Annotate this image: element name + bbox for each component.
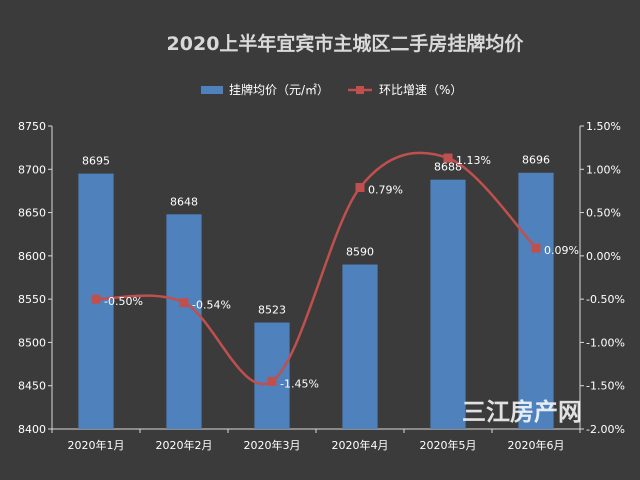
bar-data-label: 8696 (522, 154, 550, 167)
y-right-tick-label: -1.00% (586, 336, 625, 349)
y-right-tick-label: 1.00% (586, 163, 621, 176)
y-left-tick-label: 8450 (18, 380, 46, 393)
y-right-tick-label: -1.50% (586, 380, 625, 393)
line-point-marker (443, 153, 453, 163)
bar-mark (518, 172, 554, 429)
line-data-label: -0.54% (192, 299, 231, 312)
bar-mark (430, 179, 466, 429)
y-left-tick-label: 8700 (18, 163, 46, 176)
chart-title: 2020上半年宜宾市主城区二手房挂牌均价 (167, 32, 525, 55)
x-tick-label: 2020年1月 (68, 438, 125, 452)
bar-mark (254, 322, 290, 429)
legend-line-label: 环比增速（%） (379, 83, 462, 97)
y-right-tick-label: 1.50% (586, 120, 621, 133)
line-data-label: -1.45% (280, 377, 319, 390)
legend-bar-label: 挂牌均价（元/㎡） (229, 83, 329, 97)
line-point-marker (355, 182, 365, 192)
line-data-label: 0.79% (368, 183, 403, 196)
line-point-marker (267, 376, 277, 386)
y-left-tick-label: 8600 (18, 250, 46, 263)
legend-line-marker (356, 86, 364, 94)
bar-mark (166, 214, 202, 429)
y-right-tick-label: -0.50% (586, 293, 625, 306)
x-tick-label: 2020年6月 (508, 438, 565, 452)
y-right-tick-label: 0.00% (586, 250, 621, 263)
line-series-path (95, 151, 537, 386)
y-right-tick-label: -2.00% (586, 423, 625, 436)
bar-data-label: 8688 (434, 161, 462, 174)
y-left-tick-label: 8400 (18, 423, 46, 436)
x-tick-label: 2020年4月 (332, 438, 389, 452)
bar-data-label: 8648 (170, 195, 198, 208)
watermark-logo: 三江房产网 (462, 398, 582, 426)
legend-bar-swatch (201, 86, 223, 94)
bar-data-label: 8590 (346, 246, 374, 259)
y-left-tick-label: 8650 (18, 207, 46, 220)
bar-data-label: 8523 (258, 304, 286, 317)
y-left-tick-label: 8750 (18, 120, 46, 133)
line-data-label: 1.13% (456, 154, 491, 167)
bar-data-label: 8695 (82, 155, 110, 168)
bar-mark (342, 264, 378, 429)
line-data-label: -0.50% (104, 295, 143, 308)
x-tick-label: 2020年5月 (420, 438, 477, 452)
y-right-tick-label: 0.50% (586, 207, 621, 220)
line-data-label: 0.09% (544, 244, 579, 257)
line-point-marker (531, 243, 541, 253)
x-tick-label: 2020年3月 (244, 438, 301, 452)
line-point-marker (91, 294, 101, 304)
line-point-marker (179, 298, 189, 308)
y-left-tick-label: 8500 (18, 336, 46, 349)
x-tick-label: 2020年2月 (156, 438, 213, 452)
y-left-tick-label: 8550 (18, 293, 46, 306)
